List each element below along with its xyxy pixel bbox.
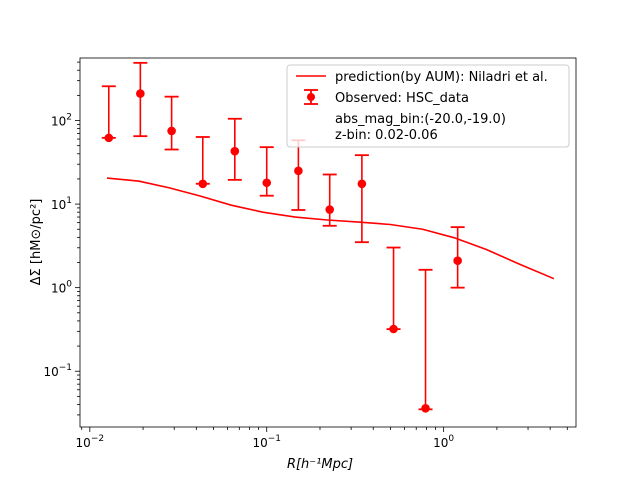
data-point-7 xyxy=(322,173,337,227)
data-point-5 xyxy=(259,146,274,197)
marker-8 xyxy=(357,179,367,189)
legend-abs-mag-bin: abs_mag_bin:(-20.0,-19.0) xyxy=(335,112,506,127)
legend-entry-prediction: prediction(by AUM): Niladri et al. xyxy=(335,70,548,85)
marker-3 xyxy=(198,179,208,189)
marker-0 xyxy=(104,133,114,143)
data-point-9 xyxy=(386,246,401,334)
marker-2 xyxy=(167,126,176,136)
marker-1 xyxy=(136,89,145,98)
x-tick-label-2: 100 xyxy=(433,434,454,450)
marker-4 xyxy=(230,146,240,156)
data-point-4 xyxy=(227,117,242,181)
plot-area xyxy=(101,61,555,413)
data-point-10 xyxy=(418,268,433,413)
legend-z-bin: z-bin: 0.02-0.06 xyxy=(335,128,438,143)
x-tick-label-1: 10−1 xyxy=(252,434,281,450)
data-point-11 xyxy=(450,226,465,289)
legend-box xyxy=(286,64,570,148)
y-tick-label-0: 10−1 xyxy=(43,363,72,379)
x-axis-label: R[h⁻¹Mpc] xyxy=(287,457,353,472)
y-tick-label-3: 102 xyxy=(51,113,72,129)
legend-entry-observed: Observed: HSC_data xyxy=(335,91,469,106)
y-axis-label: ΔΣ [hM⊙/pc²] xyxy=(29,199,44,286)
legend: prediction(by AUM): Niladri et al. Obser… xyxy=(286,64,570,148)
data-point-3 xyxy=(195,136,210,189)
y-tick-label-1: 100 xyxy=(51,280,72,296)
data-point-2 xyxy=(164,95,179,151)
marker-5 xyxy=(262,178,272,188)
marker-6 xyxy=(294,166,303,176)
data-point-8 xyxy=(354,154,369,244)
x-tick-label-0: 10−2 xyxy=(76,434,105,450)
legend-errorbar-marker xyxy=(304,89,318,105)
prediction-line xyxy=(106,177,555,280)
data-point-0 xyxy=(101,85,116,143)
marker-10 xyxy=(421,403,430,413)
marker-7 xyxy=(325,205,335,214)
marker-9 xyxy=(389,324,398,334)
marker-11 xyxy=(453,256,462,266)
y-tick-label-2: 101 xyxy=(51,196,72,212)
data-point-1 xyxy=(133,61,148,138)
data-point-6 xyxy=(291,139,306,211)
axes-frame xyxy=(79,57,577,428)
